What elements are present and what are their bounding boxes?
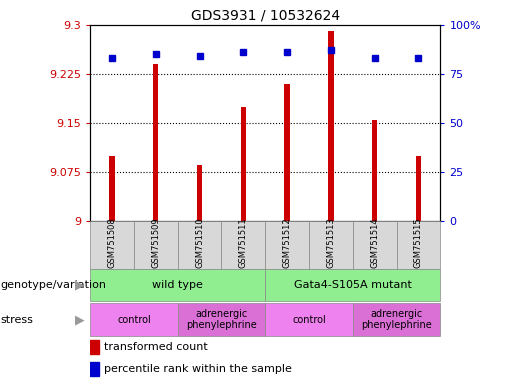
Text: ▶: ▶	[75, 279, 85, 291]
Text: Gata4-S105A mutant: Gata4-S105A mutant	[294, 280, 411, 290]
Text: GSM751513: GSM751513	[327, 217, 335, 268]
Bar	[134, 221, 178, 269]
Bar	[309, 221, 353, 269]
Text: control: control	[292, 314, 326, 325]
Bar	[397, 221, 440, 269]
Text: GSM751509: GSM751509	[151, 217, 160, 268]
Bar	[265, 269, 440, 301]
Bar	[90, 221, 134, 269]
Bar	[178, 221, 221, 269]
Text: GSM751515: GSM751515	[414, 217, 423, 268]
Bar	[353, 221, 397, 269]
Text: GSM751514: GSM751514	[370, 217, 379, 268]
Bar	[90, 362, 99, 376]
Text: adrenergic
phenylephrine: adrenergic phenylephrine	[361, 309, 432, 331]
Text: GSM751510: GSM751510	[195, 217, 204, 268]
Text: wild type: wild type	[152, 280, 203, 290]
Bar	[197, 165, 202, 221]
Text: genotype/variation: genotype/variation	[0, 280, 106, 290]
Text: GSM751508: GSM751508	[108, 217, 116, 268]
Text: GSM751512: GSM751512	[283, 217, 291, 268]
Text: transformed count: transformed count	[104, 342, 208, 352]
Bar	[265, 303, 353, 336]
Bar	[221, 221, 265, 269]
Text: ▶: ▶	[75, 313, 85, 326]
Bar	[109, 156, 115, 221]
Text: control: control	[117, 314, 151, 325]
Text: adrenergic
phenylephrine: adrenergic phenylephrine	[186, 309, 257, 331]
Bar	[284, 84, 290, 221]
Bar	[178, 303, 265, 336]
Bar	[90, 341, 99, 354]
Title: GDS3931 / 10532624: GDS3931 / 10532624	[191, 8, 340, 22]
Bar	[90, 303, 178, 336]
Bar	[265, 221, 309, 269]
Bar	[416, 156, 421, 221]
Text: percentile rank within the sample: percentile rank within the sample	[104, 364, 292, 374]
Bar	[241, 107, 246, 221]
Bar	[90, 269, 265, 301]
Bar	[372, 120, 377, 221]
Bar	[153, 64, 159, 221]
Text: GSM751511: GSM751511	[239, 217, 248, 268]
Bar	[353, 303, 440, 336]
Text: stress: stress	[0, 314, 33, 325]
Bar	[328, 31, 334, 221]
